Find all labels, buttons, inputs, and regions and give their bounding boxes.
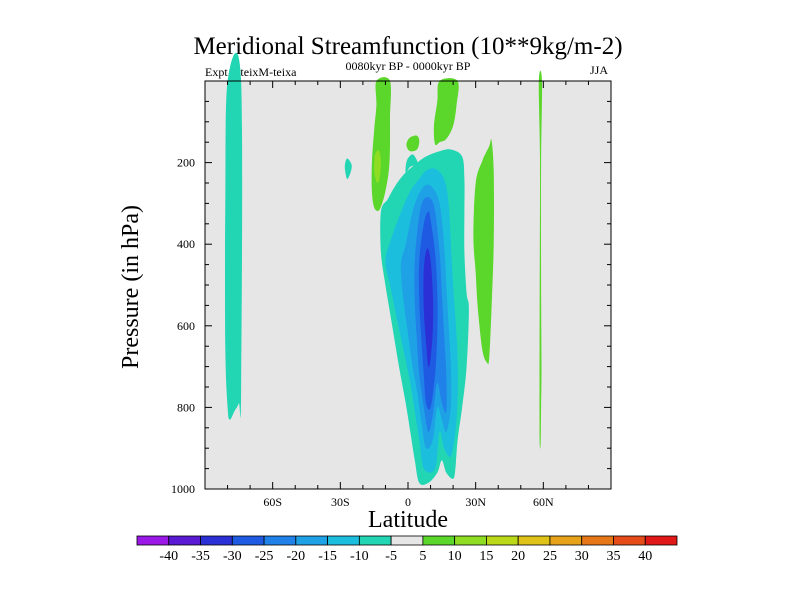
x-tick-label: 60N	[533, 495, 554, 509]
subtitle-center: 0080kyr BP - 0000kyr BP	[346, 59, 471, 73]
y-tick-label: 800	[177, 400, 195, 414]
contour-region-3	[405, 154, 418, 173]
contour-region-13	[538, 70, 543, 449]
contour-region-11	[433, 78, 459, 146]
colorbar-swatch	[231, 535, 265, 546]
colorbar-swatch	[390, 535, 424, 546]
colorbar-label: -35	[191, 549, 210, 564]
colorbar-swatch	[613, 535, 646, 546]
subtitle-right: JJA	[590, 63, 608, 77]
colorbar-label: -20	[286, 549, 305, 564]
colorbar-swatch	[295, 535, 328, 546]
y-axis-label: Pressure (in hPa)	[118, 205, 144, 369]
colorbar-label: 20	[511, 549, 525, 564]
subtitle-left: Expt = teixM-teixa	[205, 65, 297, 79]
contour-region-0	[225, 52, 243, 420]
colorbar-label: 5	[419, 549, 426, 564]
colorbar-swatch	[422, 535, 456, 546]
contour-region-12	[473, 138, 494, 365]
colorbar-label: 10	[448, 549, 462, 564]
colorbar-label: -30	[223, 549, 242, 564]
colorbar-label: 40	[638, 549, 652, 564]
y-tick-label: 400	[177, 237, 195, 251]
colorbar-swatch	[517, 535, 551, 546]
colorbar-label: -25	[255, 549, 274, 564]
colorbar-label: 35	[606, 549, 620, 564]
colorbar-label: -40	[159, 549, 178, 564]
y-tick-label: 1000	[171, 482, 195, 496]
colorbar-swatch	[644, 535, 678, 546]
colorbar: -40 -35 -30 -25 -20 -15 -10 -5 5 10 15 20 25 30 35 40	[136, 535, 678, 564]
colorbar-label: -15	[318, 549, 337, 564]
contour-region-10	[406, 135, 420, 152]
x-tick-label: 0	[405, 495, 411, 509]
colorbar-label: -5	[385, 549, 397, 564]
colorbar-label: -10	[350, 549, 369, 564]
x-tick-label: 60S	[263, 495, 282, 509]
colorbar-swatch	[454, 535, 487, 546]
x-tick-label: 30S	[331, 495, 350, 509]
y-tick-label: 600	[177, 319, 195, 333]
colorbar-label: 25	[543, 549, 557, 564]
contour-region-1	[344, 158, 352, 180]
colorbar-swatch	[486, 535, 519, 546]
colorbar-swatch	[168, 535, 201, 546]
x-tick-label: 30N	[465, 495, 486, 509]
chart-title: Meridional Streamfunction (10**9kg/m-2)	[193, 33, 622, 60]
colorbar-swatch	[358, 535, 392, 546]
contour-layer	[225, 52, 543, 485]
colorbar-label: 15	[479, 549, 493, 564]
colorbar-swatch	[136, 535, 170, 546]
colorbar-swatch	[549, 535, 583, 546]
contour-region-8	[423, 248, 434, 368]
colorbar-swatch	[200, 535, 233, 546]
colorbar-swatch	[327, 535, 360, 546]
colorbar-swatch	[581, 535, 614, 546]
colorbar-label: 30	[575, 549, 589, 564]
axis-layer: 60S 30S 0 30N 60N 200 400 600 800 1000	[171, 81, 611, 509]
x-axis-label: Latitude	[368, 507, 448, 533]
y-tick-label: 200	[177, 156, 195, 170]
contour-region-14	[374, 150, 381, 184]
colorbar-swatch	[263, 535, 297, 546]
